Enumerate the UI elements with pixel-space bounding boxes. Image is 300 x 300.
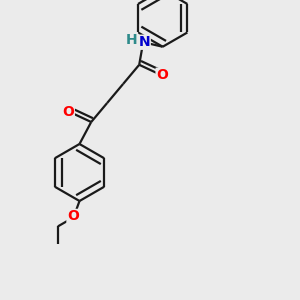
Text: N: N <box>139 35 150 49</box>
Text: O: O <box>67 209 79 224</box>
Text: H: H <box>126 33 138 47</box>
Text: O: O <box>156 68 168 82</box>
Text: O: O <box>62 105 74 118</box>
